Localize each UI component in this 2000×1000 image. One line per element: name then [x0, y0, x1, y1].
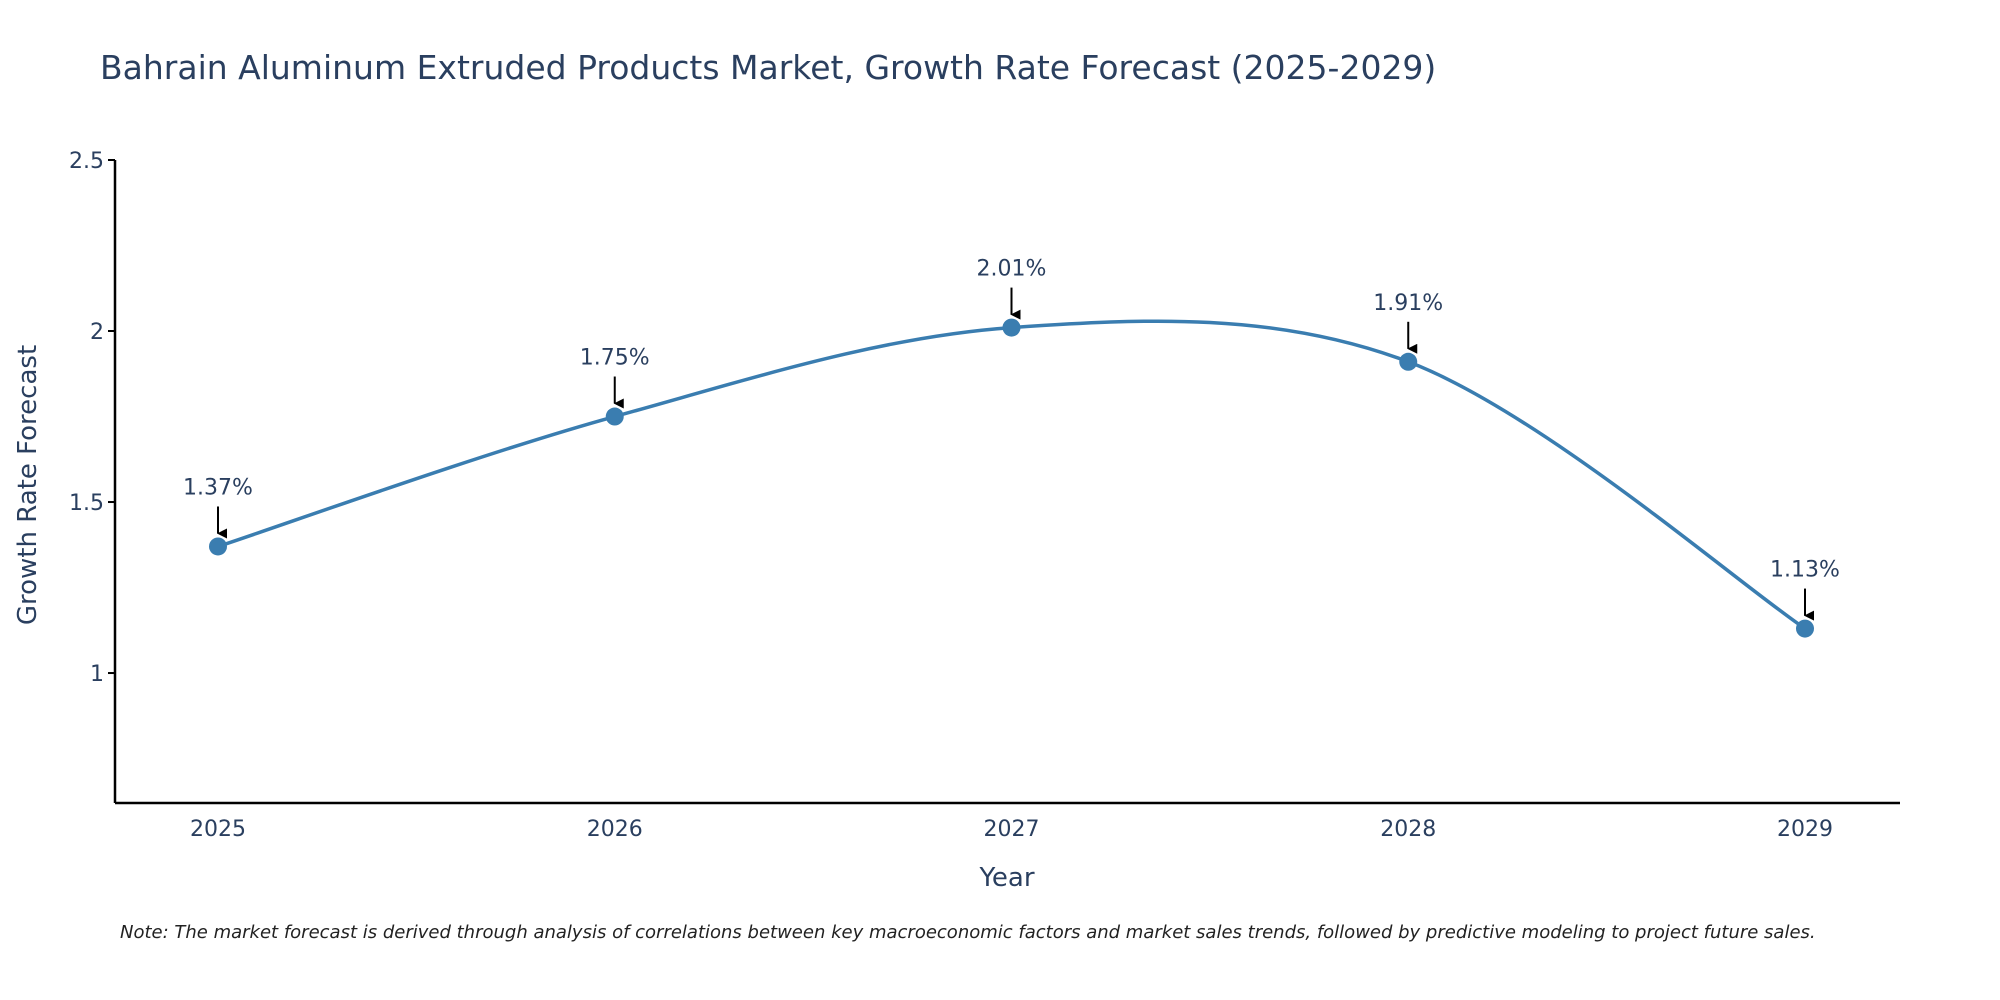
data-annotations: 1.37% 1.75% 2.01% 1.91% 1.13%	[183, 257, 1840, 621]
data-label: 1.37%	[183, 475, 253, 500]
y-axis-ticks: 1 1.5 2 2.5	[69, 149, 115, 687]
x-tick-label: 2028	[1380, 817, 1436, 842]
data-point	[209, 537, 227, 556]
data-label: 2.01%	[977, 257, 1047, 282]
data-label: 1.75%	[580, 346, 650, 371]
y-tick-label: 1	[90, 662, 104, 687]
data-points	[209, 318, 1814, 638]
x-tick-label: 2026	[587, 817, 643, 842]
x-tick-label: 2029	[1777, 817, 1833, 842]
data-label: 1.91%	[1373, 291, 1443, 316]
data-point	[605, 407, 624, 426]
x-axis-ticks: 2025 2026 2027 2028 2029	[190, 817, 1833, 842]
footnote: Note: The market forecast is derived thr…	[120, 922, 1816, 943]
data-point	[1399, 352, 1418, 371]
x-tick-label: 2027	[984, 817, 1040, 842]
y-tick-label: 2.5	[69, 149, 104, 174]
data-point	[1796, 619, 1814, 638]
data-point	[1002, 318, 1021, 337]
x-axis-title: Year	[978, 863, 1034, 893]
y-axis-title: Growth Rate Forecast	[13, 345, 43, 625]
data-label: 1.13%	[1770, 558, 1840, 583]
y-tick-label: 2	[90, 320, 104, 345]
x-tick-label: 2025	[190, 817, 246, 842]
chart-title: Bahrain Aluminum Extruded Products Marke…	[100, 48, 1436, 87]
y-tick-label: 1.5	[69, 491, 104, 516]
series-line	[217, 319, 1806, 631]
